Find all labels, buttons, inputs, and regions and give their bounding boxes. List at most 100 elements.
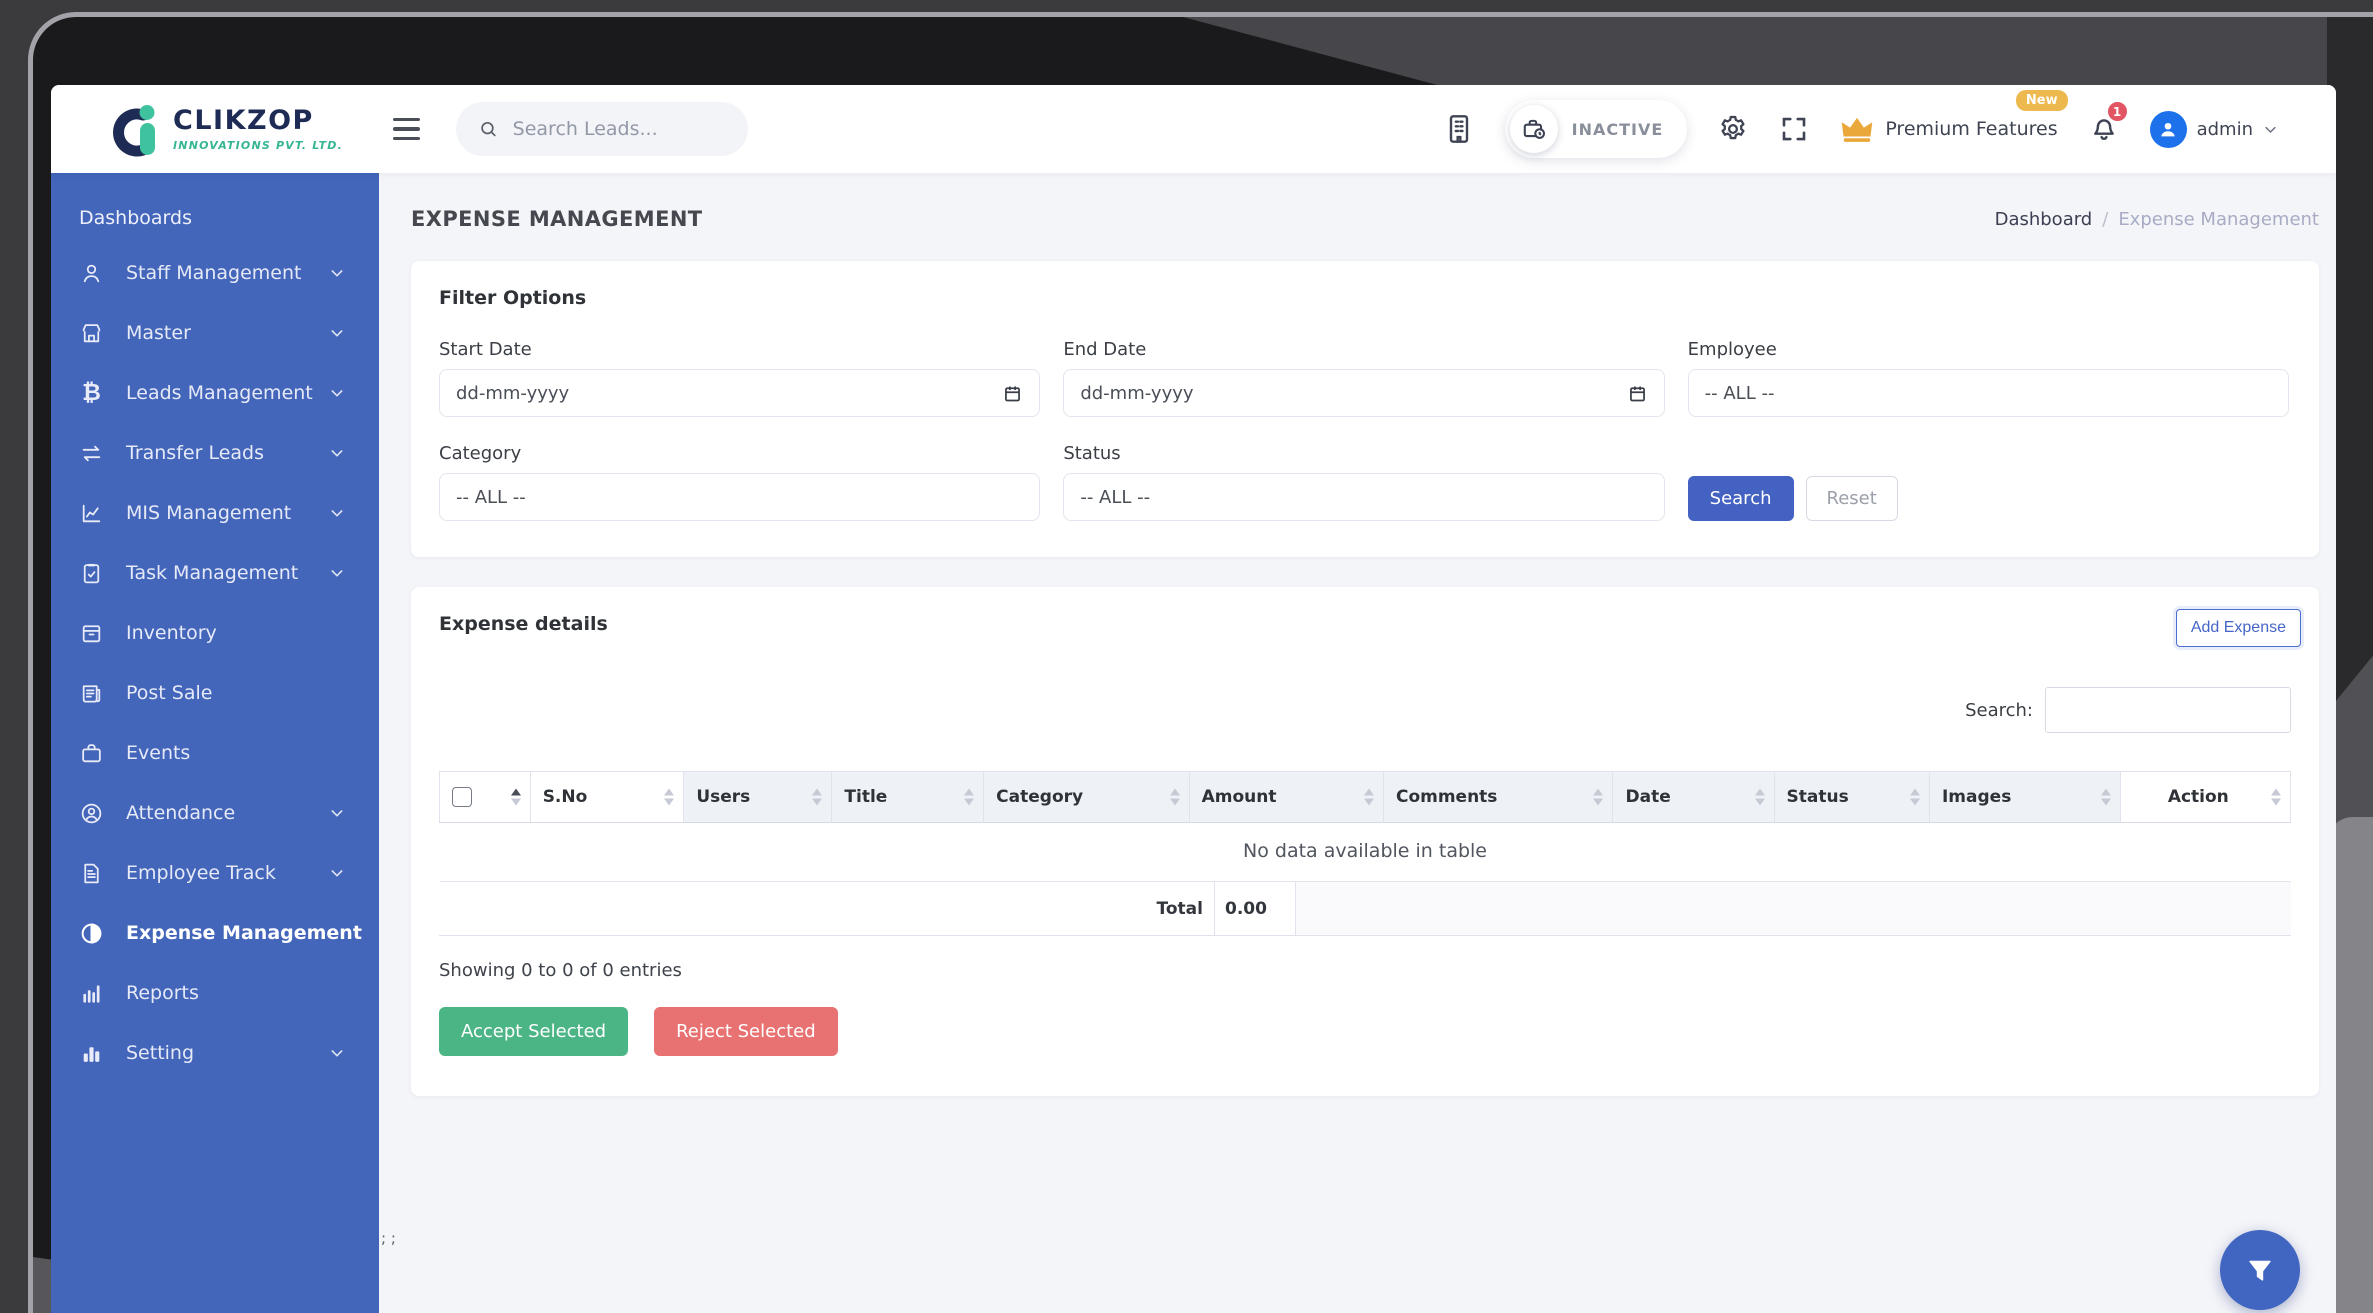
user-icon [83, 264, 100, 282]
crown-icon [1842, 117, 1873, 142]
column-status[interactable]: Status [1773, 771, 1930, 823]
sidebar-item-events[interactable]: Events [51, 723, 379, 783]
column-category[interactable]: Category [983, 771, 1190, 823]
column-images[interactable]: Images [1928, 771, 2121, 823]
sidebar-item-reports[interactable]: Reports [51, 963, 379, 1023]
chart-line-icon [82, 504, 101, 522]
sidebar-item-setting[interactable]: Setting [51, 1023, 379, 1083]
sort-arrows [2100, 788, 2111, 806]
sort-arrows [1169, 788, 1180, 806]
breadcrumb-separator: / [2102, 208, 2109, 230]
sidebar-item-staff-management[interactable]: Staff Management [51, 243, 379, 303]
status-select[interactable]: -- ALL -- [1063, 473, 1665, 521]
chevron-down-icon [331, 870, 343, 877]
column-comments[interactable]: Comments [1382, 771, 1614, 823]
transfer-arrows-icon [82, 445, 101, 461]
breadcrumb-dashboard-link[interactable]: Dashboard [1994, 208, 2093, 230]
column-amount[interactable]: Amount [1188, 771, 1384, 823]
start-date-input[interactable]: dd-mm-yyyy [439, 369, 1041, 417]
global-search[interactable] [456, 102, 749, 156]
sidebar-item-mis-management[interactable]: MIS Management [51, 483, 379, 543]
chevron-down-icon [331, 270, 343, 277]
column-sno[interactable]: S.No [529, 771, 685, 823]
total-label: Total [439, 882, 1215, 935]
sort-arrows [1909, 788, 1920, 806]
document-icon [84, 863, 99, 883]
end-date-label: End Date [1063, 339, 1147, 360]
select-all-checkbox[interactable] [452, 787, 472, 807]
table-search-label: Search: [1965, 699, 2033, 721]
sort-arrows [812, 788, 823, 806]
filter-options-card: Filter Options Start Date dd-mm-yyyy [411, 261, 2319, 557]
company-building-icon[interactable] [1443, 111, 1475, 147]
sidebar-item-inventory[interactable]: Inventory [51, 603, 379, 663]
app-window: CLIKZOP INNOVATIONS PVT. LTD. [51, 85, 2336, 1313]
sidebar-item-post-sale[interactable]: Post Sale [51, 663, 379, 723]
calendar-icon [1005, 386, 1021, 401]
bar-chart-icon [83, 984, 100, 1003]
reject-selected-button[interactable]: Reject Selected [654, 1007, 838, 1056]
notifications-button[interactable]: 1 [2088, 100, 2129, 148]
column-action[interactable]: Action [2119, 771, 2292, 823]
sort-arrows [664, 788, 675, 806]
column-users[interactable]: Users [683, 771, 833, 823]
category-label: Category [439, 443, 522, 464]
attendance-status-toggle[interactable]: INACTIVE [1504, 100, 1688, 158]
sidebar-item-employee-track[interactable]: Employee Track [51, 843, 379, 903]
user-menu[interactable]: admin [2149, 110, 2278, 148]
chevron-down-icon [331, 810, 343, 817]
inventory-box-icon [82, 624, 101, 642]
status-pill-label: INACTIVE [1571, 119, 1664, 139]
fullscreen-icon[interactable] [1779, 114, 1809, 144]
sort-arrows [2271, 788, 2281, 806]
user-circle-icon [81, 803, 102, 823]
end-date-input[interactable]: dd-mm-yyyy [1063, 369, 1665, 417]
bitcoin-icon: ₿ [82, 379, 101, 406]
chevron-down-icon [331, 510, 343, 517]
user-avatar [2149, 110, 2187, 148]
column-date[interactable]: Date [1612, 771, 1775, 823]
accept-selected-button[interactable]: Accept Selected [439, 1007, 629, 1056]
sidebar-item-master[interactable]: Master [51, 303, 379, 363]
table-search-input[interactable] [2045, 687, 2291, 733]
search-leads-input[interactable] [512, 118, 727, 140]
settings-gear-icon[interactable] [1717, 113, 1749, 145]
sidebar-item-attendance[interactable]: Attendance [51, 783, 379, 843]
empty-message: No data available in table [439, 822, 2291, 882]
brand-logo[interactable]: CLIKZOP INNOVATIONS PVT. LTD. [107, 100, 343, 158]
start-date-label: Start Date [439, 339, 532, 360]
stray-text: ; ; [381, 1229, 396, 1247]
column-select-all[interactable] [439, 771, 531, 823]
filter-search-button[interactable]: Search [1687, 476, 1794, 521]
funnel-icon [2249, 1260, 2271, 1281]
filter-reset-button[interactable]: Reset [1805, 476, 1898, 521]
status-label: Status [1063, 443, 1121, 464]
filter-fab-button[interactable] [2220, 1230, 2300, 1310]
sidebar-item-transfer-leads[interactable]: Transfer Leads [51, 423, 379, 483]
sidebar-section-label: Dashboards [79, 207, 192, 229]
filter-options-title: Filter Options [439, 287, 587, 309]
chevron-down-icon [331, 450, 343, 457]
chevron-down-icon [331, 390, 343, 397]
clipboard-check-icon [83, 563, 100, 583]
store-icon [82, 323, 101, 342]
expense-details-card: Expense details Add Expense Search: [411, 587, 2319, 1096]
employee-select[interactable]: -- ALL -- [1687, 369, 2289, 417]
category-select[interactable]: -- ALL -- [439, 473, 1041, 521]
brand-name: CLIKZOP [173, 104, 314, 136]
column-title[interactable]: Title [831, 771, 985, 823]
entries-summary: Showing 0 to 0 of 0 entries [439, 960, 682, 981]
menu-toggle-icon[interactable] [393, 117, 421, 141]
chevron-down-icon [331, 1050, 343, 1057]
sidebar-item-expense-management[interactable]: Expense Management [51, 903, 379, 963]
briefcase-clock-icon [1509, 105, 1558, 153]
sidebar-item-task-management[interactable]: Task Management [51, 543, 379, 603]
sort-arrows [1363, 788, 1374, 806]
sidebar-item-leads-management[interactable]: ₿ Leads Management [51, 363, 379, 423]
premium-features-link[interactable]: Premium Features New [1839, 90, 2068, 144]
premium-label: Premium Features [1885, 118, 2058, 140]
add-expense-button[interactable]: Add Expense [2175, 609, 2301, 647]
chevron-down-icon [2265, 126, 2276, 133]
briefcase-icon [82, 743, 101, 762]
